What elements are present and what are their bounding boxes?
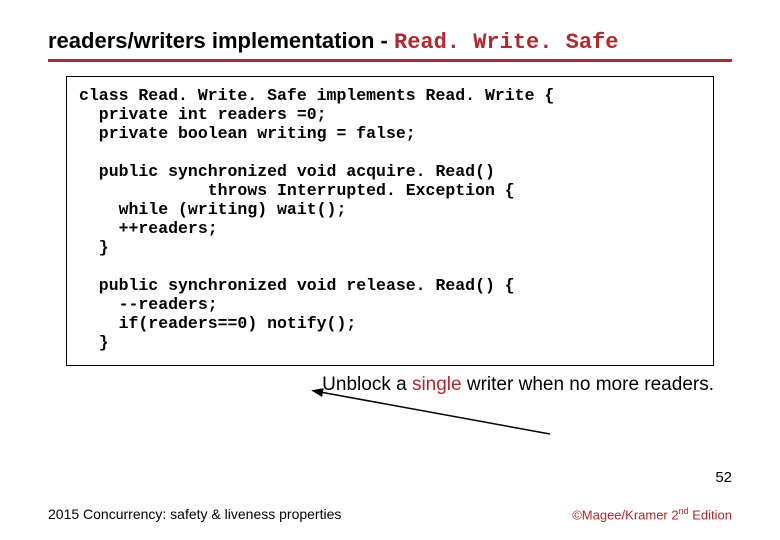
title-code: Read. Write. Safe — [394, 30, 618, 55]
footer-edition-num: 2 — [671, 507, 678, 522]
footer-ordinal: nd — [679, 506, 689, 516]
caption-post: writer when no more readers. — [462, 374, 714, 395]
footer-right: ©Magee/Kramer 2nd Edition — [572, 506, 732, 522]
title-prefix: readers/writers implementation - — [48, 28, 394, 53]
slide-title: readers/writers implementation - Read. W… — [48, 28, 732, 55]
footer-left: 2015 Concurrency: safety & liveness prop… — [48, 506, 341, 522]
footer-edition-word: Edition — [689, 507, 732, 522]
slide: readers/writers implementation - Read. W… — [0, 0, 780, 540]
footer: 2015 Concurrency: safety & liveness prop… — [0, 506, 780, 522]
caption-highlight: single — [412, 374, 462, 395]
footer-copyright: ©Magee/Kramer — [572, 507, 671, 522]
caption: Unblock a single writer when no more rea… — [48, 374, 714, 396]
code-block: class Read. Write. Safe implements Read.… — [66, 76, 714, 366]
page-number: 52 — [715, 469, 732, 486]
caption-pre: Unblock a — [322, 374, 412, 395]
title-rule — [48, 59, 732, 62]
